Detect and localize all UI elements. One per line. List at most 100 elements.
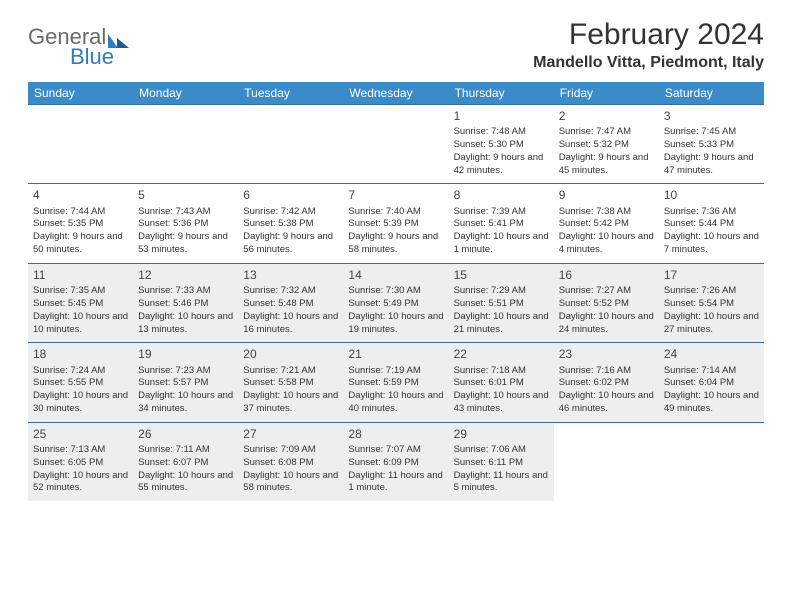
weekday-header-row: SundayMondayTuesdayWednesdayThursdayFrid… <box>28 82 764 104</box>
day-sunrise: Sunrise: 7:32 AM <box>243 285 338 298</box>
month-title: February 2024 <box>533 18 764 52</box>
weekday-header: Tuesday <box>238 82 343 104</box>
week-row: 25Sunrise: 7:13 AMSunset: 6:05 PMDayligh… <box>28 422 764 501</box>
day-cell: 12Sunrise: 7:33 AMSunset: 5:46 PMDayligh… <box>133 264 238 342</box>
day-sunrise: Sunrise: 7:09 AM <box>243 444 338 457</box>
weekday-header: Wednesday <box>343 82 448 104</box>
day-number: 19 <box>138 346 233 362</box>
day-sunrise: Sunrise: 7:26 AM <box>664 285 759 298</box>
day-sunset: Sunset: 5:59 PM <box>348 377 443 390</box>
day-cell: 2Sunrise: 7:47 AMSunset: 5:32 PMDaylight… <box>554 105 659 183</box>
day-cell: 10Sunrise: 7:36 AMSunset: 5:44 PMDayligh… <box>659 184 764 262</box>
day-daylight: Daylight: 10 hours and 34 minutes. <box>138 390 233 416</box>
calendar: SundayMondayTuesdayWednesdayThursdayFrid… <box>28 82 764 501</box>
day-sunset: Sunset: 5:46 PM <box>138 298 233 311</box>
day-cell: 23Sunrise: 7:16 AMSunset: 6:02 PMDayligh… <box>554 343 659 421</box>
day-number: 3 <box>664 108 759 124</box>
day-daylight: Daylight: 10 hours and 16 minutes. <box>243 311 338 337</box>
day-sunset: Sunset: 5:38 PM <box>243 218 338 231</box>
day-sunrise: Sunrise: 7:27 AM <box>559 285 654 298</box>
day-number: 4 <box>33 187 128 203</box>
day-cell <box>343 105 448 183</box>
day-daylight: Daylight: 10 hours and 7 minutes. <box>664 231 759 257</box>
day-daylight: Daylight: 10 hours and 19 minutes. <box>348 311 443 337</box>
day-cell: 8Sunrise: 7:39 AMSunset: 5:41 PMDaylight… <box>449 184 554 262</box>
day-daylight: Daylight: 10 hours and 37 minutes. <box>243 390 338 416</box>
day-cell: 21Sunrise: 7:19 AMSunset: 5:59 PMDayligh… <box>343 343 448 421</box>
day-sunrise: Sunrise: 7:18 AM <box>454 365 549 378</box>
day-cell: 27Sunrise: 7:09 AMSunset: 6:08 PMDayligh… <box>238 423 343 501</box>
day-sunset: Sunset: 5:35 PM <box>33 218 128 231</box>
day-number: 18 <box>33 346 128 362</box>
day-sunset: Sunset: 6:11 PM <box>454 457 549 470</box>
day-cell: 19Sunrise: 7:23 AMSunset: 5:57 PMDayligh… <box>133 343 238 421</box>
day-sunrise: Sunrise: 7:23 AM <box>138 365 233 378</box>
day-sunset: Sunset: 5:55 PM <box>33 377 128 390</box>
day-daylight: Daylight: 9 hours and 42 minutes. <box>454 152 549 178</box>
day-cell: 15Sunrise: 7:29 AMSunset: 5:51 PMDayligh… <box>449 264 554 342</box>
day-cell: 1Sunrise: 7:48 AMSunset: 5:30 PMDaylight… <box>449 105 554 183</box>
day-cell: 7Sunrise: 7:40 AMSunset: 5:39 PMDaylight… <box>343 184 448 262</box>
day-daylight: Daylight: 10 hours and 13 minutes. <box>138 311 233 337</box>
day-number: 22 <box>454 346 549 362</box>
day-sunset: Sunset: 6:05 PM <box>33 457 128 470</box>
day-sunrise: Sunrise: 7:24 AM <box>33 365 128 378</box>
day-daylight: Daylight: 10 hours and 10 minutes. <box>33 311 128 337</box>
day-cell: 6Sunrise: 7:42 AMSunset: 5:38 PMDaylight… <box>238 184 343 262</box>
day-sunrise: Sunrise: 7:35 AM <box>33 285 128 298</box>
day-cell: 20Sunrise: 7:21 AMSunset: 5:58 PMDayligh… <box>238 343 343 421</box>
day-daylight: Daylight: 11 hours and 1 minute. <box>348 470 443 496</box>
day-number: 17 <box>664 267 759 283</box>
day-cell <box>238 105 343 183</box>
day-daylight: Daylight: 10 hours and 4 minutes. <box>559 231 654 257</box>
day-daylight: Daylight: 9 hours and 56 minutes. <box>243 231 338 257</box>
day-number: 8 <box>454 187 549 203</box>
day-number: 13 <box>243 267 338 283</box>
day-number: 12 <box>138 267 233 283</box>
day-sunset: Sunset: 5:58 PM <box>243 377 338 390</box>
day-sunrise: Sunrise: 7:07 AM <box>348 444 443 457</box>
day-daylight: Daylight: 10 hours and 43 minutes. <box>454 390 549 416</box>
day-number: 29 <box>454 426 549 442</box>
day-cell: 18 Sunrise: 7:24 AMSunset: 5:55 PMDayligh… <box>28 343 133 421</box>
day-cell: 14Sunrise: 7:30 AMSunset: 5:49 PMDayligh… <box>343 264 448 342</box>
week-row: 1Sunrise: 7:48 AMSunset: 5:30 PMDaylight… <box>28 104 764 183</box>
day-sunset: Sunset: 5:39 PM <box>348 218 443 231</box>
day-sunrise: Sunrise: 7:43 AM <box>138 206 233 219</box>
day-number: 23 <box>559 346 654 362</box>
day-cell: 29Sunrise: 7:06 AMSunset: 6:11 PMDayligh… <box>449 423 554 501</box>
day-sunrise: Sunrise: 7:29 AM <box>454 285 549 298</box>
day-sunrise: Sunrise: 7:40 AM <box>348 206 443 219</box>
day-sunrise: Sunrise: 7:48 AM <box>454 126 549 139</box>
day-sunrise: Sunrise: 7:36 AM <box>664 206 759 219</box>
day-daylight: Daylight: 10 hours and 52 minutes. <box>33 470 128 496</box>
day-cell <box>28 105 133 183</box>
day-cell: 13Sunrise: 7:32 AMSunset: 5:48 PMDayligh… <box>238 264 343 342</box>
day-number: 2 <box>559 108 654 124</box>
week-row: 18Sunrise: 7:24 AMSunset: 5:55 PMDayligh… <box>28 342 764 421</box>
day-sunrise: Sunrise: 7:44 AM <box>33 206 128 219</box>
day-cell <box>133 105 238 183</box>
day-sunset: Sunset: 6:01 PM <box>454 377 549 390</box>
day-sunset: Sunset: 5:44 PM <box>664 218 759 231</box>
day-sunrise: Sunrise: 7:47 AM <box>559 126 654 139</box>
day-sunrise: Sunrise: 7:16 AM <box>559 365 654 378</box>
day-sunset: Sunset: 5:32 PM <box>559 139 654 152</box>
day-cell: 24Sunrise: 7:14 AMSunset: 6:04 PMDayligh… <box>659 343 764 421</box>
day-sunset: Sunset: 5:49 PM <box>348 298 443 311</box>
day-number: 21 <box>348 346 443 362</box>
header: GeneralBlue February 2024 Mandello Vitta… <box>28 18 764 72</box>
weekday-header: Saturday <box>659 82 764 104</box>
day-sunset: Sunset: 6:09 PM <box>348 457 443 470</box>
day-sunset: Sunset: 5:36 PM <box>138 218 233 231</box>
day-cell: 4Sunrise: 7:44 AMSunset: 5:35 PMDaylight… <box>28 184 133 262</box>
day-sunset: Sunset: 6:04 PM <box>664 377 759 390</box>
weeks-container: 1Sunrise: 7:48 AMSunset: 5:30 PMDaylight… <box>28 104 764 501</box>
weekday-header: Thursday <box>449 82 554 104</box>
day-daylight: Daylight: 10 hours and 30 minutes. <box>33 390 128 416</box>
day-cell: 28Sunrise: 7:07 AMSunset: 6:09 PMDayligh… <box>343 423 448 501</box>
day-number: 26 <box>138 426 233 442</box>
weekday-header: Sunday <box>28 82 133 104</box>
day-sunrise: Sunrise: 7:38 AM <box>559 206 654 219</box>
day-daylight: Daylight: 10 hours and 58 minutes. <box>243 470 338 496</box>
